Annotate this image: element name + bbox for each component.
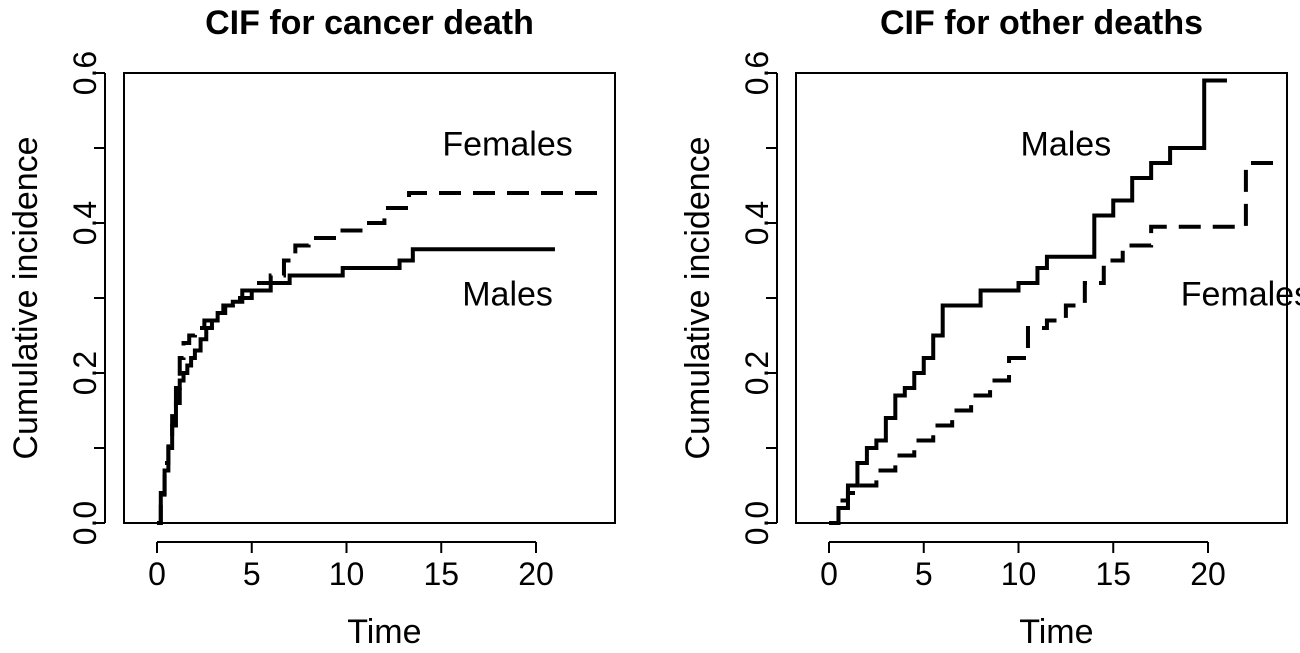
x-tick-label: 15 [423, 556, 459, 592]
plot-frame [123, 72, 616, 524]
x-tick-label: 0 [820, 556, 838, 592]
x-tick-label: 10 [329, 556, 365, 592]
y-tick-label: 0.4 [739, 201, 775, 245]
x-tick-label: 15 [1095, 556, 1131, 592]
series-males-line [829, 78, 1227, 525]
annotation-females: Females [442, 125, 572, 163]
plot-frame [795, 72, 1288, 524]
y-tick-label: 0.2 [739, 351, 775, 395]
annotation-males: Males [462, 275, 553, 313]
x-tick-label: 0 [148, 556, 166, 592]
annotation-males: Males [1021, 125, 1112, 163]
y-axis-label: Cumulative incidence [679, 136, 717, 459]
series-females-line [829, 161, 1275, 525]
y-tick-label: 0.0 [67, 501, 103, 545]
x-tick-label: 5 [243, 556, 261, 592]
x-tick-label: 5 [915, 556, 933, 592]
x-tick-label: 10 [1001, 556, 1037, 592]
y-tick-label: 0.6 [67, 51, 103, 95]
chart-title: CIF for other deaths [880, 4, 1203, 42]
y-axis-label: Cumulative incidence [7, 136, 45, 459]
y-tick-label: 0.2 [67, 351, 103, 395]
annotation-females: Females [1181, 275, 1300, 313]
panel-other-deaths: CIF for other deaths 0 5 10 15 20 0.0 0.2 0.4 0.6… [679, 4, 1300, 651]
y-tick-label: 0.4 [67, 201, 103, 245]
chart-title: CIF for cancer death [205, 4, 534, 42]
x-tick-label: 20 [518, 556, 554, 592]
series-females-line [157, 191, 603, 525]
x-tick-label: 20 [1190, 556, 1226, 592]
x-axis-label: Time [347, 613, 421, 651]
y-tick-label: 0.0 [739, 501, 775, 545]
x-axis-label: Time [1019, 613, 1093, 651]
y-tick-label: 0.6 [739, 51, 775, 95]
panel-cancer-death: CIF for cancer death 0 5 10 15 20 0.0 0.2 0.4 0.6… [7, 4, 616, 651]
